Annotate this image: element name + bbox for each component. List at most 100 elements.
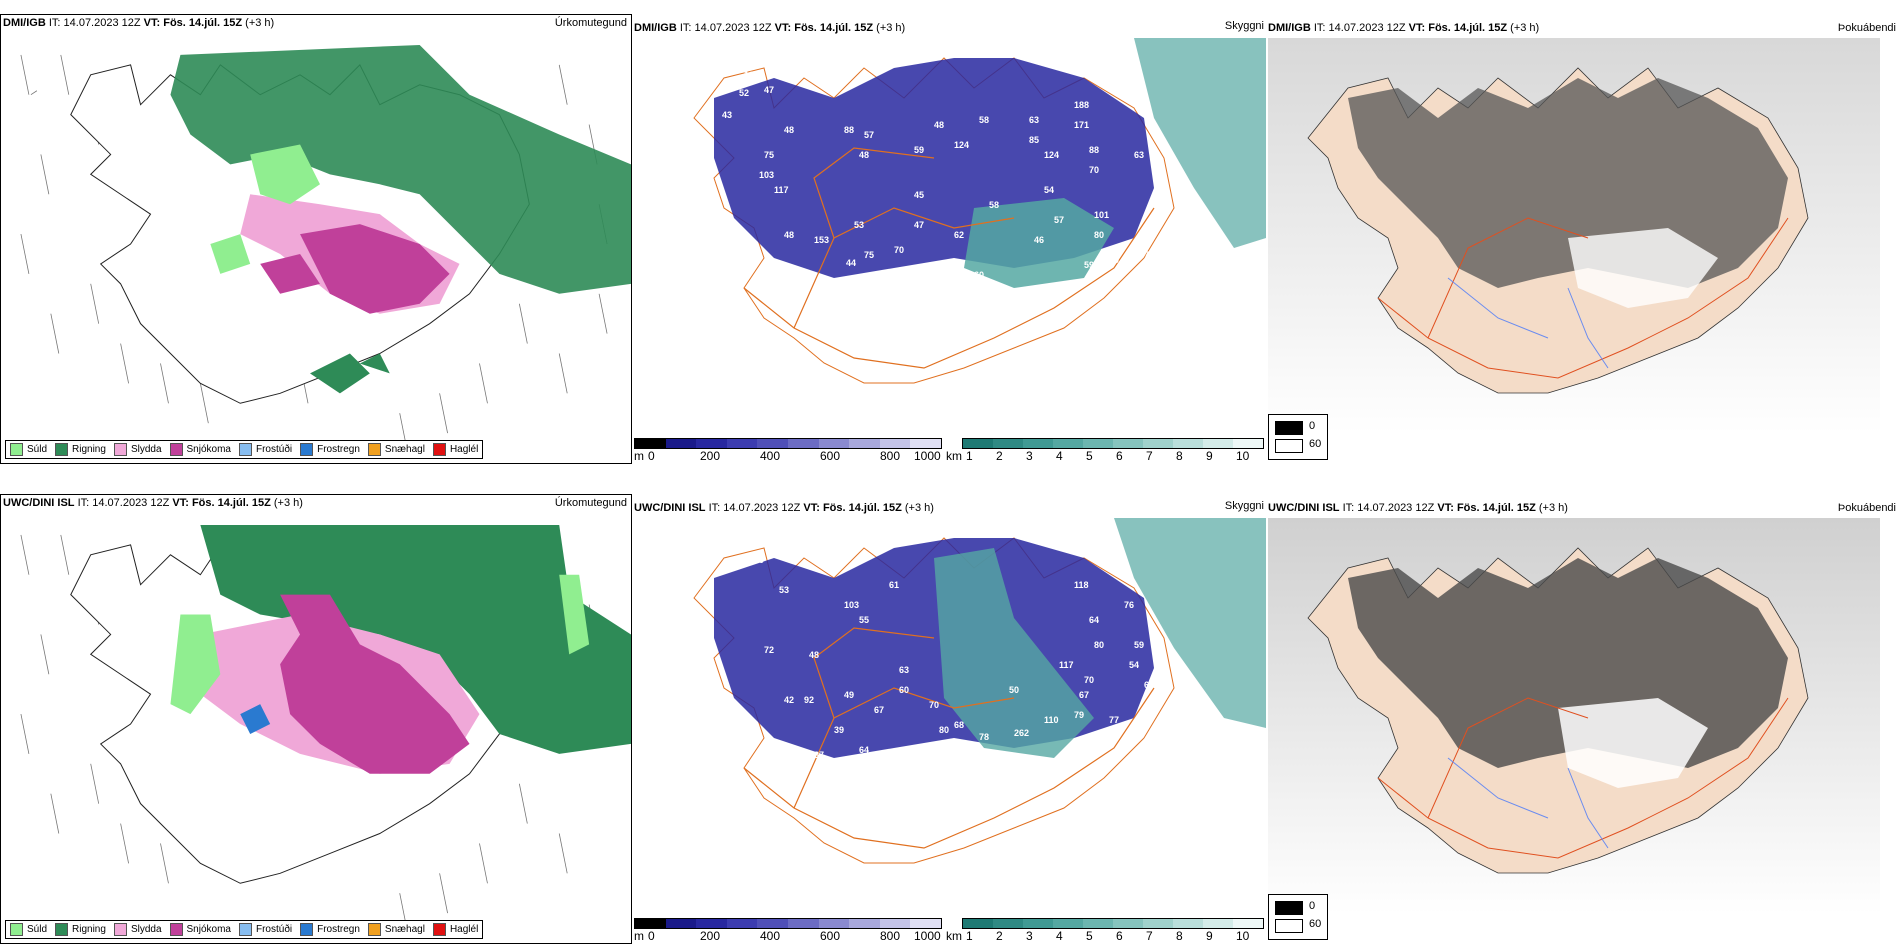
roads	[743, 627, 1155, 849]
it-value: 14.07.2023 12Z	[694, 22, 772, 34]
legend-label: Slydda	[130, 444, 162, 455]
legend-label: Snjókoma	[186, 924, 231, 935]
vt-label: VT:	[1408, 22, 1426, 34]
legend-item-sleet: Slydda	[113, 443, 162, 456]
panel-header: UWC/DINI ISL IT: 14.07.2023 12Z VT: Fös.…	[1268, 502, 1900, 518]
legend-item-hail: Haglél	[432, 443, 478, 456]
fog-panel-top: DMI/IGB IT: 14.07.2023 12Z VT: Fös. 14.j…	[1268, 14, 1900, 464]
map-label: 55	[859, 615, 869, 625]
vt-label: VT:	[1437, 502, 1454, 514]
precip-map-svg	[20, 524, 631, 934]
precip-map-svg	[20, 44, 631, 454]
vis-tick: 6	[1116, 929, 1123, 943]
swatch	[10, 443, 23, 456]
swatch	[432, 443, 446, 456]
offset: (+3 h)	[1510, 22, 1540, 34]
map-label: 80	[1094, 230, 1104, 240]
height-tick: 0	[648, 449, 655, 463]
rain-area	[200, 524, 631, 754]
vis-tick: 4	[1056, 449, 1063, 463]
rain-area	[170, 44, 631, 294]
sea-visibility	[1114, 518, 1266, 728]
vis-tick: 9	[1206, 929, 1213, 943]
map-label: 64	[859, 745, 869, 755]
fog-key-label: 0	[1309, 420, 1316, 432]
map-label: 48	[784, 230, 794, 240]
height-tick: 800	[880, 449, 901, 463]
model-source: DMI/IGB	[1268, 22, 1311, 34]
map-label: 88	[1089, 145, 1099, 155]
rivers	[1447, 277, 1609, 369]
vt-value: Fös. 14.júl. 15Z	[191, 497, 271, 509]
panel-title: Skyggni	[1224, 20, 1264, 32]
map-label: 188	[1074, 100, 1089, 110]
map-label: 63	[1134, 150, 1144, 160]
vt-label: VT:	[143, 17, 161, 29]
height-tick: 1000	[914, 929, 941, 943]
swatch	[10, 923, 23, 936]
map-label: 65	[1144, 680, 1154, 690]
vis-tick: 6	[1116, 449, 1123, 463]
snow-area	[280, 594, 470, 774]
map-label: 76	[1124, 600, 1134, 610]
offset: (+3 h)	[904, 502, 934, 514]
vis-unit: km	[946, 449, 962, 463]
legend-label: Frostúði	[255, 924, 293, 935]
offset: (+3 h)	[876, 22, 906, 34]
map-label: 48	[934, 120, 944, 130]
vt-value: Fös. 14.júl. 15Z	[1456, 502, 1536, 514]
it-value: 14.07.2023 12Z	[92, 497, 170, 509]
legend-label: Súld	[27, 444, 48, 455]
panel-header: UWC/DINI ISL IT: 14.07.2023 12Z VT: Fös.…	[3, 497, 631, 513]
fog-key-black	[1275, 901, 1303, 915]
legend-label: Frostregn	[317, 444, 360, 455]
precip-map	[1, 515, 631, 943]
legend-item-snow-pellets: Snæhagl	[367, 923, 425, 936]
map-label: 48	[859, 150, 869, 160]
fog-key: 0 60	[1268, 414, 1328, 460]
snow-area	[260, 224, 450, 314]
swatch	[367, 923, 381, 936]
fog-map	[1268, 518, 1880, 914]
cloud-base-panel-bottom: UWC/DINI ISL IT: 14.07.2023 12Z VT: Fös.…	[634, 494, 1266, 944]
map-label: 59	[914, 145, 924, 155]
offset: (+3 h)	[1538, 502, 1568, 514]
legend-item-snow: Snjókoma	[169, 923, 231, 936]
precip-map	[1, 35, 631, 463]
swatch	[113, 443, 127, 456]
fog-key-label: 0	[1309, 900, 1316, 912]
fog-key-label: 60	[1309, 438, 1322, 450]
height-colorbar: m 0 200 400 600 800 1000	[634, 918, 944, 944]
legend-item-hail: Haglél	[432, 923, 478, 936]
vis-tick: 7	[1146, 929, 1153, 943]
vis-tick: 2	[996, 449, 1003, 463]
fog-key-white	[1275, 439, 1303, 453]
map-label: 39	[754, 555, 764, 565]
panel-title: Úrkomutegund	[554, 17, 627, 29]
map-label: 80	[1094, 640, 1104, 650]
legend-item-snow-pellets: Snæhagl	[367, 443, 425, 456]
map-label: 52	[739, 88, 749, 98]
height-colorbar: m 0 200 400 600 800 1000	[634, 438, 944, 464]
vis-tick: 10	[1236, 929, 1250, 943]
swatch	[300, 923, 314, 936]
legend-label: Snæhagl	[384, 924, 425, 935]
model-source: UWC/DINI ISL	[3, 497, 75, 509]
it-label: IT:	[1342, 502, 1355, 514]
map-label: 88	[844, 125, 854, 135]
precip-type-panel-bottom: UWC/DINI ISL IT: 14.07.2023 12Z VT: Fös.…	[0, 494, 632, 944]
cloud-base-svg: 39 53 72 61 103 55 48 63 60 49 42 92 67 …	[693, 518, 1266, 864]
map-label: 43	[722, 110, 732, 120]
low-cloud-area	[714, 538, 1154, 758]
height-colorbar-ramp	[634, 438, 942, 449]
offset: (+3 h)	[245, 17, 275, 29]
swatch	[367, 443, 381, 456]
legend-label: Slydda	[130, 924, 162, 935]
swatch	[113, 923, 127, 936]
height-tick: 800	[880, 929, 901, 943]
map-label: 117	[774, 185, 789, 195]
height-tick: 0	[648, 929, 655, 943]
height-unit: m	[634, 929, 644, 943]
legend-item-sleet: Slydda	[113, 923, 162, 936]
map-label: 63	[899, 665, 909, 675]
